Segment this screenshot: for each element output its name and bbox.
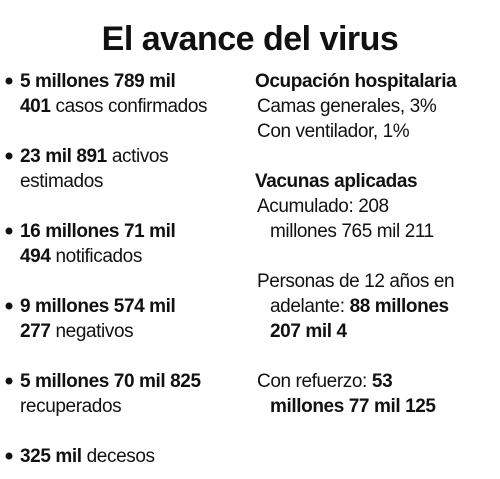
text-line: 494 notificados [20,246,142,267]
text: notificados [56,246,142,267]
text-line: 9 millones 574 mil [20,296,175,317]
text-line: 16 millones 71 mil [20,221,175,242]
bold-text: 207 mil 4 [270,321,348,342]
bold-text: 53 [372,371,392,392]
bold-text: 88 millones [350,296,449,317]
text-line: 23 mil 891 activos [20,146,168,167]
text-line: millones 77 mil 125 [270,396,436,417]
text: adelante: [270,296,345,317]
bullet [5,377,13,385]
bold-text: millones 77 mil 125 [270,396,436,417]
bullet [5,227,13,235]
text-line: 401 casos confirmados [20,96,207,117]
bullet [5,452,13,460]
title: El avance del virus [102,20,399,58]
bullet [5,302,13,310]
bold-text: 277 [20,321,51,342]
text-line: 5 millones 70 mil 825 [20,371,201,392]
text: Con refuerzo: [257,371,367,392]
text: Acumulado: 208 [257,196,389,217]
text: Con ventilador, 1% [257,121,410,142]
bullet [5,77,13,85]
text-line: 5 millones 789 mil [20,71,175,92]
text-line: Personas de 12 años en [257,271,454,292]
bullet [5,152,13,160]
text-line: 207 mil 4 [270,321,348,342]
text-line: Camas generales, 3% [257,96,437,117]
text-line: Acumulado: 208 [257,196,389,217]
bold-text: 5 millones 789 mil [20,71,175,92]
text: casos confirmados [56,96,208,117]
text: estimados [20,171,103,192]
text: Camas generales, 3% [257,96,437,117]
text: Personas de 12 años en [257,271,454,292]
bold-text: 494 [20,246,51,267]
text-line: adelante: 88 millones [270,296,449,317]
bold-text: 16 millones 71 mil [20,221,175,242]
bold-text: 5 millones 70 mil 825 [20,371,201,392]
text-line: millones 765 mil 211 [270,221,434,242]
text: activos [112,146,168,167]
text: decesos [87,446,155,467]
text-line: Con refuerzo: 53 [257,371,392,392]
text-line: Con ventilador, 1% [257,121,410,142]
bold-text: 9 millones 574 mil [20,296,175,317]
section-heading: Ocupación hospitalaria [255,71,457,92]
text-line: estimados [20,171,103,192]
bold-text: 325 mil [20,446,82,467]
bold-text: 23 mil 891 [20,146,108,167]
text-line: recuperados [20,396,121,417]
text: millones 765 mil 211 [270,221,434,242]
text: negativos [56,321,134,342]
text: recuperados [20,396,121,417]
text-line: 277 negativos [20,321,133,342]
text-line: 325 mil decesos [20,446,155,467]
section-heading: Vacunas aplicadas [255,171,417,192]
bold-text: 401 [20,96,51,117]
